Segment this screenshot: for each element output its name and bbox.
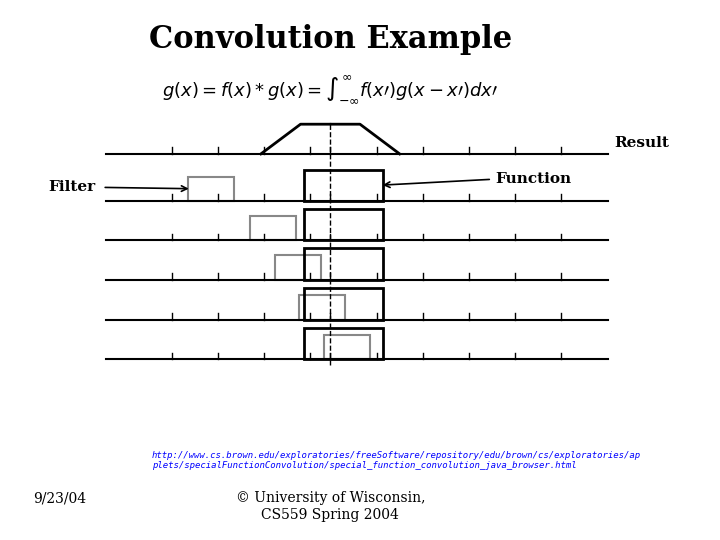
Bar: [304, 328, 383, 359]
Bar: [188, 177, 235, 201]
Bar: [275, 255, 321, 280]
Text: © University of Wisconsin,
CS559 Spring 2004: © University of Wisconsin, CS559 Spring …: [235, 491, 425, 522]
Text: $g(x) = f(x)*g(x) = \int_{-\infty}^{\infty} f(x\prime)g(x-x\prime)dx\prime$: $g(x) = f(x)*g(x) = \int_{-\infty}^{\inf…: [162, 73, 498, 105]
Text: Convolution Example: Convolution Example: [148, 24, 512, 55]
Bar: [250, 216, 296, 240]
Text: Filter: Filter: [49, 180, 96, 194]
Bar: [304, 209, 383, 240]
Text: 9/23/04: 9/23/04: [33, 491, 86, 505]
Bar: [300, 295, 346, 320]
Bar: [304, 248, 383, 280]
Text: Function: Function: [495, 172, 572, 186]
Bar: [304, 288, 383, 320]
Text: Result: Result: [614, 136, 669, 150]
Text: http://www.cs.brown.edu/exploratories/freeSoftware/repository/edu/brown/cs/explo: http://www.cs.brown.edu/exploratories/fr…: [152, 451, 641, 470]
Bar: [324, 335, 370, 359]
Bar: [304, 170, 383, 201]
